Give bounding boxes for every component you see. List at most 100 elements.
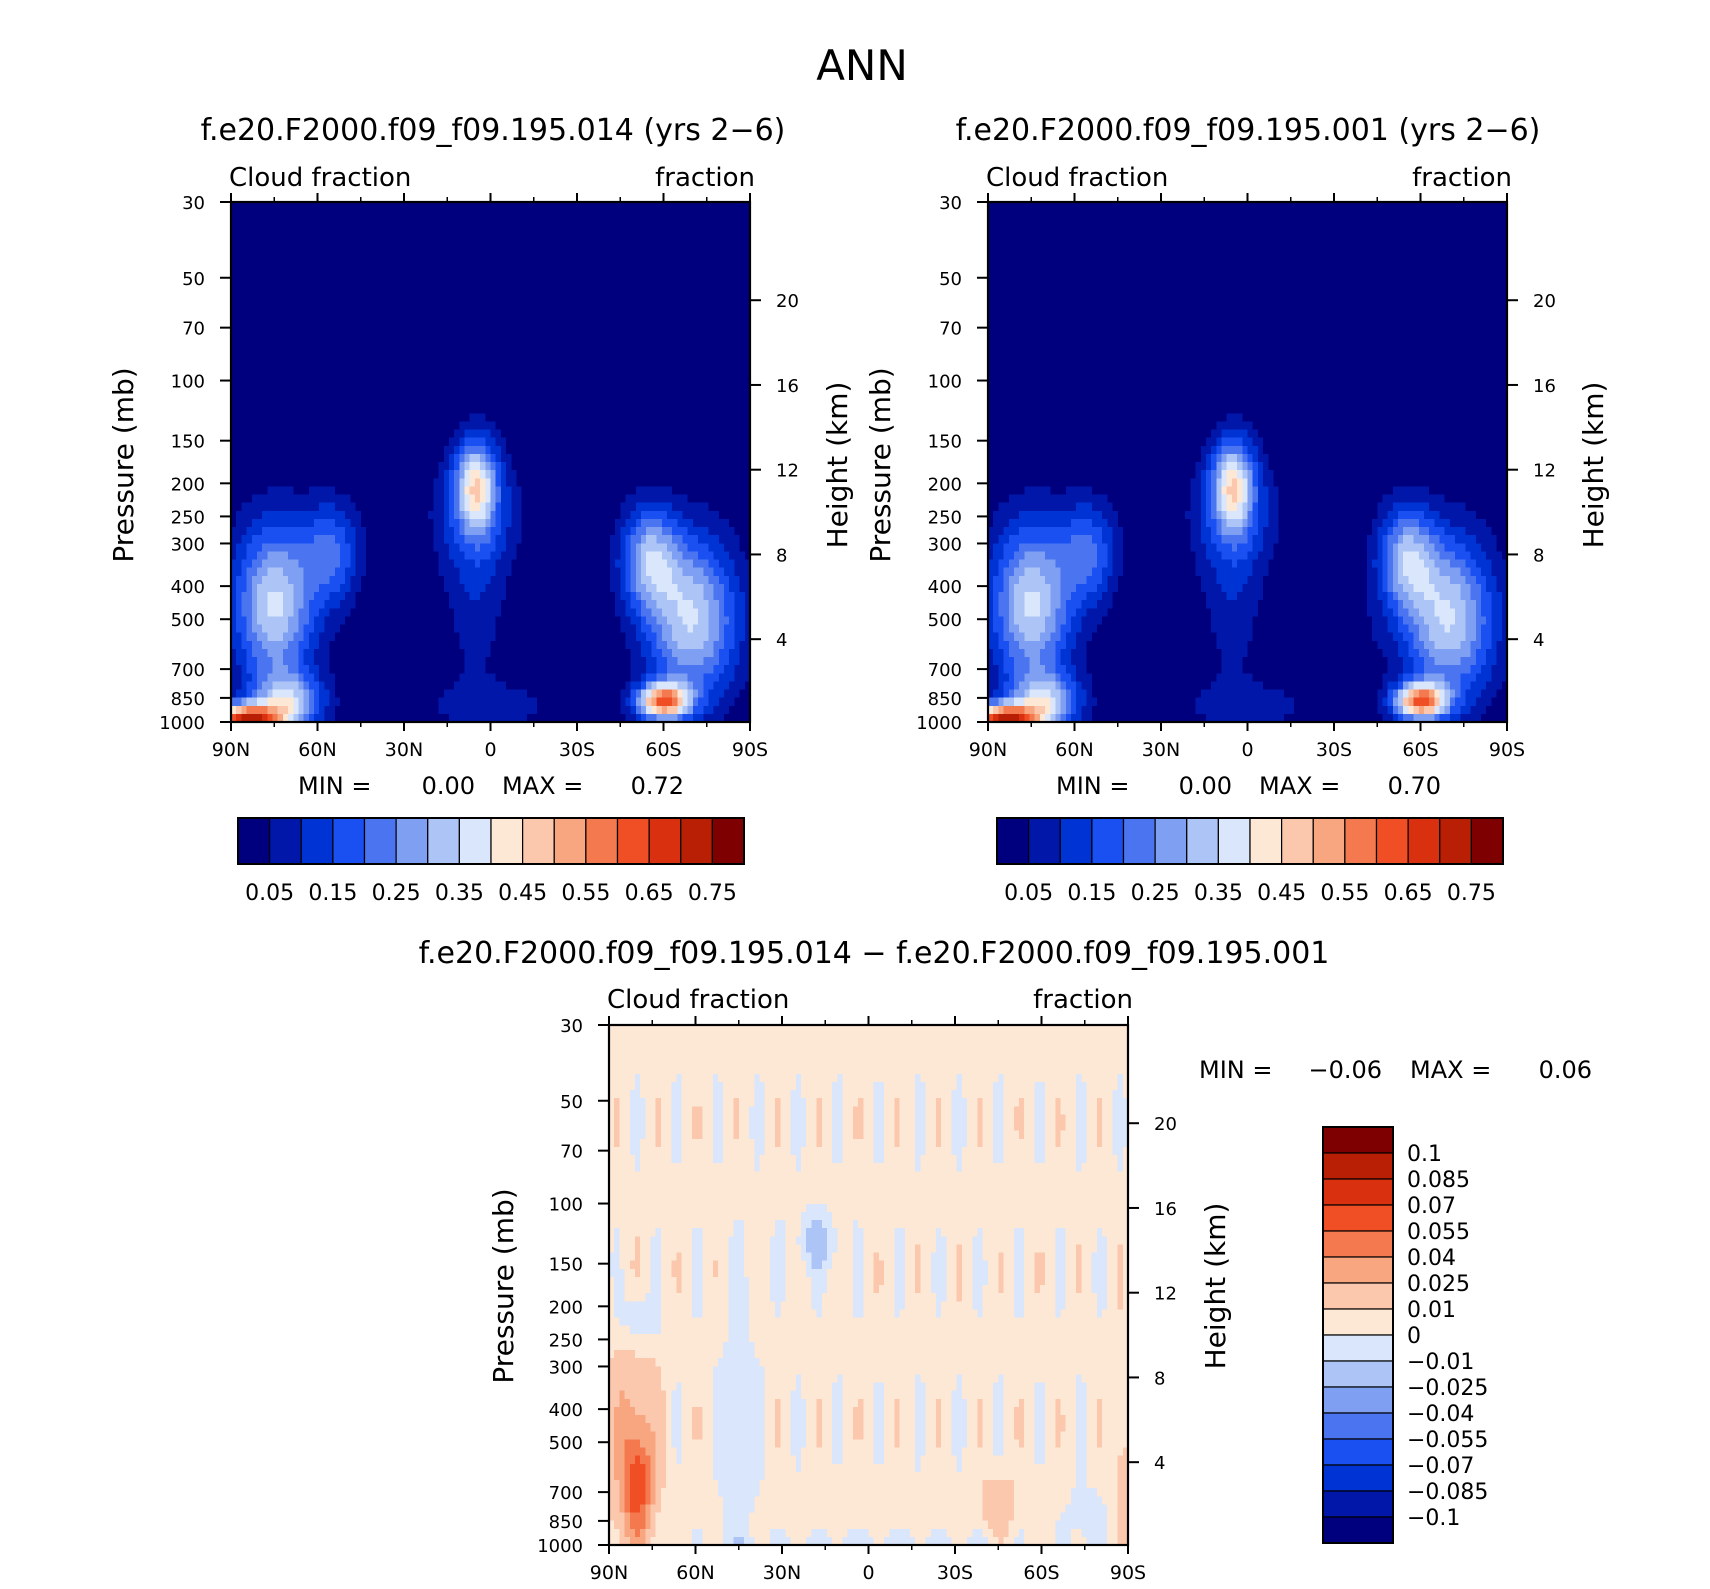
field-cell <box>651 259 657 268</box>
field-cell <box>729 283 735 292</box>
field-cell <box>439 243 445 252</box>
field-cell <box>350 316 356 325</box>
field-cell <box>646 397 652 406</box>
field-cell <box>589 600 595 609</box>
field-cell <box>724 405 730 414</box>
field-cell <box>376 316 382 325</box>
field-cell <box>283 210 289 219</box>
field-cell <box>407 568 413 577</box>
field-cell <box>688 430 694 439</box>
field-cell <box>672 308 678 317</box>
field-cell <box>610 421 616 430</box>
field-cell <box>397 340 403 349</box>
field-cell <box>402 495 408 504</box>
field-cell <box>413 300 419 309</box>
field-cell <box>309 251 315 260</box>
field-cell <box>605 543 611 552</box>
field-cell <box>734 592 740 601</box>
field-cell <box>475 430 481 439</box>
field-cell <box>589 316 595 325</box>
field-cell <box>418 592 424 601</box>
field-cell <box>491 486 497 495</box>
field-cell <box>288 308 294 317</box>
field-cell <box>558 584 564 593</box>
field-cell <box>324 519 330 528</box>
field-cell <box>532 389 538 398</box>
field-cell <box>247 389 253 398</box>
field-cell <box>309 576 315 585</box>
field-cell <box>330 397 336 406</box>
field-cell <box>740 210 746 219</box>
field-cell <box>423 381 429 390</box>
field-cell <box>729 291 735 300</box>
field-cell <box>314 478 320 487</box>
field-cell <box>356 446 362 455</box>
field-cell <box>293 283 299 292</box>
field-cell <box>324 340 330 349</box>
field-cell <box>568 324 574 333</box>
field-cell <box>397 478 403 487</box>
field-cell <box>599 470 605 479</box>
field-cell <box>402 503 408 512</box>
field-cell <box>542 478 548 487</box>
field-cell <box>620 218 626 227</box>
field-cell <box>615 324 621 333</box>
field-cell <box>548 332 554 341</box>
field-cell <box>257 300 263 309</box>
field-cell <box>522 356 528 365</box>
field-cell <box>485 535 491 544</box>
field-cell <box>594 446 600 455</box>
field-cell <box>589 478 595 487</box>
field-cell <box>428 389 434 398</box>
field-cell <box>563 584 569 593</box>
field-cell <box>491 405 497 414</box>
field-cell <box>361 332 367 341</box>
field-cell <box>444 283 450 292</box>
field-cell <box>392 551 398 560</box>
field-cell <box>459 446 465 455</box>
field-cell <box>672 324 678 333</box>
field-cell <box>247 356 253 365</box>
field-cell <box>496 235 502 244</box>
field-cell <box>439 397 445 406</box>
field-cell <box>734 584 740 593</box>
field-cell <box>485 568 491 577</box>
field-cell <box>309 527 315 536</box>
field-cell <box>449 470 455 479</box>
field-cell <box>273 243 279 252</box>
field-cell <box>439 535 445 544</box>
field-cell <box>714 267 720 276</box>
field-cell <box>522 584 528 593</box>
field-cell <box>382 235 388 244</box>
field-cell <box>672 251 678 260</box>
field-cell <box>350 543 356 552</box>
field-cell <box>257 527 263 536</box>
field-cell <box>662 543 668 552</box>
field-cell <box>527 486 533 495</box>
field-cell <box>729 405 735 414</box>
field-cell <box>734 511 740 520</box>
field-cell <box>719 210 725 219</box>
field-cell <box>677 495 683 504</box>
field-cell <box>501 226 507 235</box>
field-cell <box>625 275 631 284</box>
field-cell <box>631 235 637 244</box>
field-cell <box>553 430 559 439</box>
field-cell <box>428 397 434 406</box>
field-cell <box>594 381 600 390</box>
field-cell <box>278 446 284 455</box>
field-cell <box>335 397 341 406</box>
field-cell <box>527 503 533 512</box>
field-cell <box>615 308 621 317</box>
field-cell <box>439 381 445 390</box>
field-cell <box>465 535 471 544</box>
field-cell <box>298 316 304 325</box>
field-cell <box>402 584 408 593</box>
field-cell <box>449 454 455 463</box>
field-cell <box>335 202 341 211</box>
field-cell <box>340 495 346 504</box>
field-cell <box>247 454 253 463</box>
field-cell <box>589 519 595 528</box>
field-cell <box>615 576 621 585</box>
field-cell <box>688 592 694 601</box>
